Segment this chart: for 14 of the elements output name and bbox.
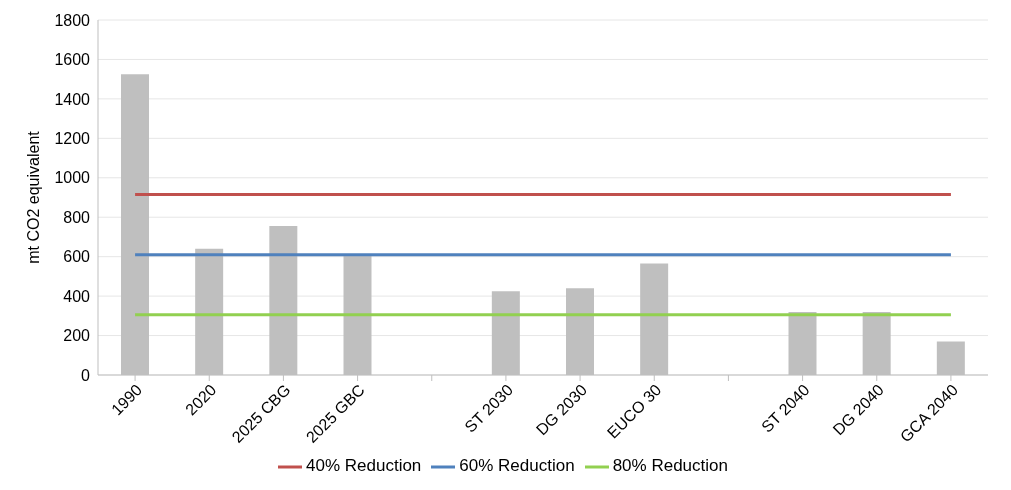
legend-label: 80% Reduction — [612, 456, 728, 476]
y-tick-label: 1800 — [54, 11, 91, 29]
legend-label: 40% Reduction — [306, 456, 422, 476]
y-tick-label: 1400 — [54, 90, 91, 108]
y-axis-title: mt CO2 equivalent — [24, 130, 42, 264]
y-tick-label: 1200 — [54, 130, 91, 148]
y-tick-label: 400 — [63, 287, 91, 305]
y-tick-label: 800 — [63, 208, 91, 226]
y-tick-label: 0 — [81, 366, 91, 384]
legend-label: 60% Reduction — [459, 456, 575, 476]
y-tick-label: 1600 — [54, 51, 91, 69]
y-tick-label: 600 — [63, 248, 91, 266]
y-tick-label: 200 — [63, 327, 91, 345]
y-tick-label: 1000 — [54, 169, 91, 187]
